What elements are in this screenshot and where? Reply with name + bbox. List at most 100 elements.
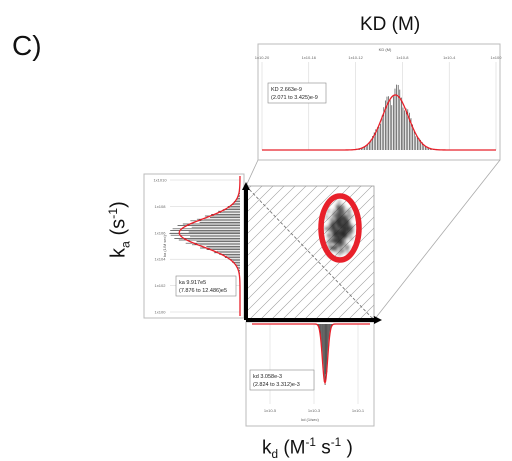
iso-affinity-line xyxy=(347,293,374,320)
ka-stats-range: (7.876 to 12.486)e5 xyxy=(179,288,227,294)
kdiss-panel-axis-title: kd (1/sec) xyxy=(301,417,319,422)
kd-stats-range: (2.071 to 3.425)e-9 xyxy=(271,95,318,101)
iso-affinity-line xyxy=(381,180,512,320)
kdiss-grid xyxy=(269,324,359,404)
kdiss-tick-label: 1x10-3 xyxy=(308,408,321,413)
scatter-point xyxy=(335,241,339,245)
scatter-point xyxy=(323,226,327,231)
kdiss-tick-labels: 1x10-5 1x10-3 1x10-1 xyxy=(264,408,365,413)
kd-tick-label: 1x10-4 xyxy=(443,55,456,60)
kdiss-tick-label: 1x10-5 xyxy=(264,408,277,413)
scatter-point xyxy=(327,244,331,248)
scatter-point xyxy=(347,226,351,230)
ka-tick-labels: 1x1010 1x108 1x106 1x104 1x102 1x100 xyxy=(153,178,167,315)
panel-letter: C) xyxy=(12,30,42,61)
kdiss-stats-range: (2.824 to 3.312)e-3 xyxy=(253,382,300,388)
kd-tick-label: 1x10-12 xyxy=(348,55,363,60)
scatter-point xyxy=(336,208,340,212)
iso-affinity-line xyxy=(246,186,329,269)
ka-fit-curve xyxy=(178,176,241,316)
kd-projection-left xyxy=(245,159,259,187)
scatter-point xyxy=(328,238,332,242)
iso-affinity-line xyxy=(246,186,362,302)
cluster-highlight-ellipse xyxy=(318,193,362,263)
kd-histogram-panel: KD (M) 1x10-20 1x10-16 1x10-12 1x10-8 1x10-4… xyxy=(255,43,502,161)
ka-tick-label: 1x106 xyxy=(155,230,167,235)
kdiss-stats-box xyxy=(249,369,315,391)
scatter-point xyxy=(338,244,342,248)
ka-histogram-panel: ka (1/M sec) 1x10101x1081x1061x1041x1021… xyxy=(143,173,245,319)
scatter-point xyxy=(329,218,333,223)
iso-affinity-line xyxy=(246,186,274,214)
scatter-point xyxy=(337,252,342,256)
ka-stats-value: ka 9.917e5 xyxy=(179,280,206,286)
scatter-point xyxy=(324,215,329,219)
iso-affinity-line xyxy=(336,282,374,320)
kd-unit-close: ) xyxy=(341,437,353,459)
iso-affinity-line xyxy=(246,186,296,236)
iso-affinity-line xyxy=(248,194,374,320)
scatter-point xyxy=(344,222,348,226)
scatter-point xyxy=(336,211,340,215)
scatter-point xyxy=(341,220,345,224)
scatter-point xyxy=(342,237,346,241)
kd-bars xyxy=(357,84,434,150)
kd-tick-label: 1x10-16 xyxy=(302,55,317,60)
kd-subscript: d xyxy=(271,448,279,461)
iso-affinity-line xyxy=(303,249,374,320)
ka-panel-frame xyxy=(143,173,245,319)
iso-affinity-line xyxy=(246,186,307,247)
scatter-point xyxy=(337,221,341,225)
iso-affinity-line xyxy=(314,260,374,320)
scatter-iso-affinity-lines xyxy=(246,180,512,320)
kd-projection-right xyxy=(373,159,501,321)
scatter-point xyxy=(349,236,353,240)
scatter-point xyxy=(349,228,353,232)
scatter-point xyxy=(342,233,346,238)
iso-affinity-line xyxy=(246,186,285,225)
kd-unit-sup1: -1 xyxy=(305,436,316,449)
scatter-point xyxy=(334,249,338,253)
iso-affinity-line xyxy=(246,186,318,258)
ka-panel-axis-title: ka (1/M sec) xyxy=(162,234,167,257)
kd-stats-value: KD 2.663e-9 xyxy=(271,87,302,93)
iso-affinity-line xyxy=(246,186,340,280)
scatter-point xyxy=(337,229,342,233)
kd-unit-mid: s xyxy=(315,437,331,459)
scatter-point xyxy=(331,224,335,229)
scatter-point xyxy=(339,234,343,238)
ka-tick-label: 1x104 xyxy=(155,257,167,262)
kd-symbol: k xyxy=(262,437,272,459)
scatter-point xyxy=(331,237,336,241)
scatter-point xyxy=(344,234,349,238)
scatter-point xyxy=(336,237,340,241)
scatter-point xyxy=(338,241,342,245)
scatter-point xyxy=(326,227,330,231)
kd-title-label: KD (M) xyxy=(360,14,421,35)
scatter-point xyxy=(349,215,353,219)
scatter-point xyxy=(342,243,346,247)
iso-affinity-line xyxy=(292,238,374,320)
ka-stats-box xyxy=(175,275,237,297)
kd-grid xyxy=(261,62,497,150)
scatter-point xyxy=(340,215,344,219)
scatter-point xyxy=(346,245,350,249)
ka-tick-label: 1x1010 xyxy=(153,178,167,183)
scatter-point xyxy=(347,209,351,213)
scatter-point xyxy=(331,234,335,238)
iso-affinity-line xyxy=(259,205,374,320)
scatter-point xyxy=(334,226,338,231)
scatter-point xyxy=(333,246,337,250)
ka-tick-label: 1x102 xyxy=(155,283,167,288)
scatter-point xyxy=(326,209,330,213)
ka-tick-label: 1x108 xyxy=(155,204,167,209)
scatter-point xyxy=(341,230,345,234)
scatter-diagonal xyxy=(245,185,375,321)
scatter-point xyxy=(341,250,345,254)
kd-unit-open: (M xyxy=(278,437,306,459)
scatter-point xyxy=(342,240,347,244)
kd-unit-sup2: -1 xyxy=(330,436,342,449)
scatter-point xyxy=(329,229,333,233)
scatter-point xyxy=(327,234,331,238)
kd-tick-label: 1x10-20 xyxy=(255,55,270,60)
